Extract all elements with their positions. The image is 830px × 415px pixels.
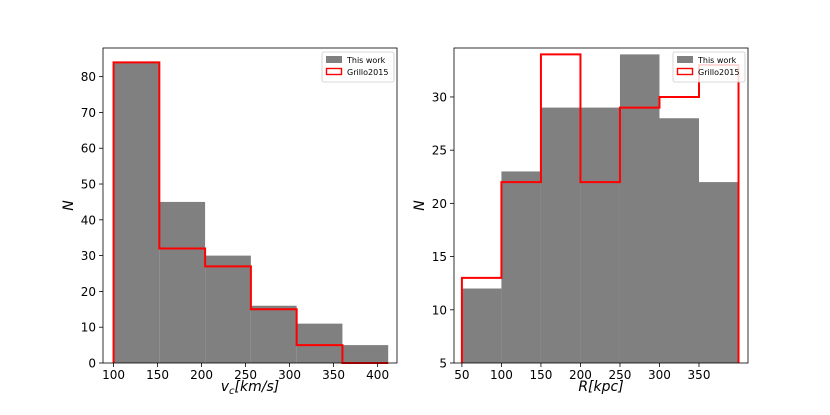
x-tick-label: 350 bbox=[688, 368, 711, 382]
x-tick-label: 400 bbox=[366, 368, 389, 382]
x-tick-label: 300 bbox=[278, 368, 301, 382]
x-tick-label: 100 bbox=[490, 368, 513, 382]
chart-panel-right: 50 100 150 200 250 300 350 5 10 15 20 25 30 R[kpc] N Th… bbox=[412, 47, 749, 395]
legend-label: Grillo2015 bbox=[698, 68, 739, 77]
x-tick-label: 250 bbox=[234, 368, 257, 382]
y-tick-label: 30 bbox=[81, 249, 96, 263]
x-tick-label: 200 bbox=[190, 368, 213, 382]
x-tick-label: 300 bbox=[648, 368, 671, 382]
legend-swatch-filled bbox=[326, 56, 342, 63]
histogram-bar bbox=[113, 62, 160, 364]
legend-swatch-step bbox=[676, 67, 694, 76]
y-tick-label: 30 bbox=[432, 90, 447, 104]
histogram-bar bbox=[659, 118, 699, 364]
y-tick-label: 10 bbox=[81, 321, 96, 335]
histogram-bar bbox=[205, 255, 251, 363]
legend: This work Grillo2015 bbox=[672, 51, 746, 83]
histogram-bar bbox=[501, 171, 541, 363]
legend-swatch-filled bbox=[677, 56, 693, 63]
y-tick-label: 10 bbox=[432, 303, 447, 317]
x-tick-label: 350 bbox=[322, 368, 345, 382]
step-line bbox=[112, 61, 389, 364]
histogram-bar bbox=[699, 182, 739, 363]
y-tick-label: 80 bbox=[81, 70, 96, 84]
y-axis-label: N bbox=[61, 200, 77, 211]
axes-frame bbox=[102, 47, 398, 364]
x-tick-label: 150 bbox=[529, 368, 552, 382]
y-tick-label: 20 bbox=[81, 285, 96, 299]
x-tick-label: 50 bbox=[454, 368, 469, 382]
y-tick-label: 40 bbox=[81, 213, 96, 227]
x-axis-label: R[kpc] bbox=[578, 379, 623, 395]
histogram-bar bbox=[159, 201, 206, 363]
axes-frame bbox=[453, 47, 749, 364]
y-tick-label: 60 bbox=[81, 142, 96, 156]
legend-swatch-step bbox=[325, 67, 343, 76]
y-tick-label: 25 bbox=[432, 144, 447, 158]
y-tick-label: 5 bbox=[439, 357, 447, 371]
x-tick-label: 200 bbox=[569, 368, 592, 382]
legend-label: Grillo2015 bbox=[347, 68, 388, 77]
y-axis-label: N bbox=[412, 200, 428, 211]
y-tick-label: 50 bbox=[81, 178, 96, 192]
legend: This work Grillo2015 bbox=[321, 51, 395, 83]
x-tick-label: 100 bbox=[102, 368, 125, 382]
histogram-bar bbox=[342, 345, 389, 363]
x-tick-label: 150 bbox=[146, 368, 169, 382]
histogram-bar bbox=[540, 107, 581, 363]
legend-label: This work bbox=[697, 56, 737, 65]
y-tick-label: 15 bbox=[432, 250, 447, 264]
legend-label: This work bbox=[346, 56, 386, 65]
histogram-bar bbox=[580, 107, 620, 363]
y-tick-label: 20 bbox=[432, 197, 447, 211]
y-tick-label: 0 bbox=[88, 357, 96, 371]
histogram-bar bbox=[619, 54, 660, 364]
histogram-bar bbox=[296, 323, 343, 363]
histogram-bar bbox=[250, 305, 297, 363]
x-axis-label: vc[km/s] bbox=[221, 379, 279, 397]
y-tick-label: 70 bbox=[81, 106, 96, 120]
x-tick-label: 250 bbox=[609, 368, 632, 382]
chart-panel-left: 100 150 200 250 300 350 400 0 10 20 30 40 50 60 70 80 vc… bbox=[61, 47, 398, 397]
histogram-bar bbox=[461, 288, 502, 363]
